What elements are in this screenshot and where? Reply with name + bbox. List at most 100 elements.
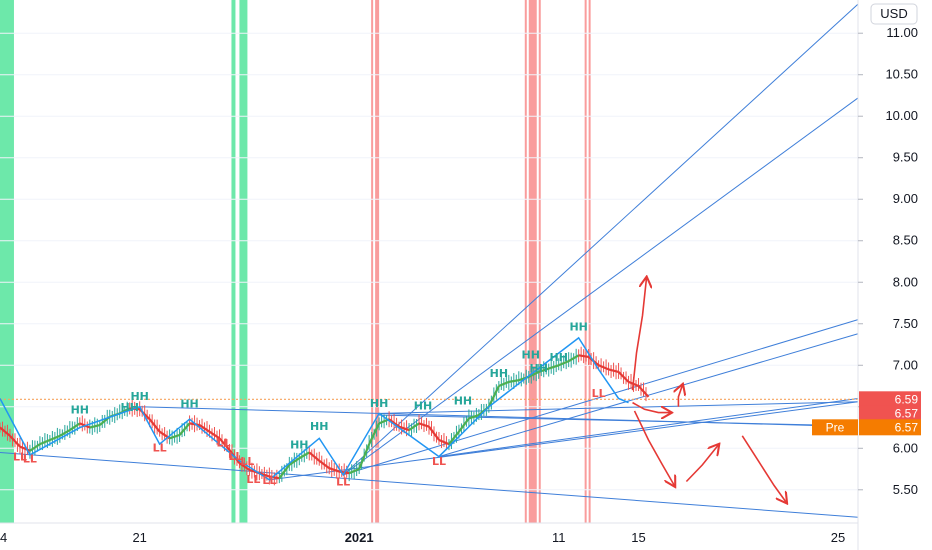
trend-line[interactable]	[379, 401, 859, 414]
swing-label: LL	[432, 455, 446, 468]
price-trend-segment	[578, 354, 589, 359]
price-tick-label: 7.00	[893, 357, 918, 372]
price-trend-segment	[468, 414, 480, 420]
swing-label: HH	[549, 351, 567, 364]
price-axis-panel[interactable]	[858, 0, 932, 550]
price-trend-segment	[49, 434, 61, 441]
price-trend-segment	[89, 423, 101, 429]
price-trend-segment	[528, 370, 540, 378]
trend-line[interactable]	[438, 397, 859, 458]
highlight-band	[371, 0, 374, 523]
highlight-band	[588, 0, 591, 523]
price-trend-segment	[218, 437, 231, 451]
price-trend-segment	[388, 418, 400, 428]
price-trend-segment	[288, 457, 300, 466]
price-badge	[859, 419, 921, 436]
price-trend-segment	[39, 438, 51, 446]
price-trend-segment	[148, 418, 161, 433]
trend-line[interactable]	[342, 97, 859, 476]
trend-line[interactable]	[438, 333, 859, 458]
swing-label: LL	[246, 473, 260, 486]
trend-line[interactable]	[269, 401, 859, 481]
swing-label: HH	[414, 399, 432, 412]
price-tick-label: 5.50	[893, 482, 918, 497]
forecast-arrow[interactable]	[685, 445, 718, 483]
price-trend-segment	[269, 475, 280, 480]
price-trend-segment	[348, 468, 360, 475]
price-trend-segment	[0, 426, 11, 437]
price-trend-segment	[169, 433, 180, 440]
time-axis[interactable]: 14 21 2021 11 15 25	[0, 530, 845, 545]
swing-label: LL	[153, 442, 167, 455]
price-trend-segment	[548, 364, 560, 370]
price-trend-segment	[448, 430, 460, 445]
price-tick-label: 7.50	[893, 316, 918, 331]
highlight-band	[375, 0, 380, 523]
swing-label: HH	[522, 349, 540, 362]
price-bars	[0, 346, 650, 486]
price-trend-segment	[308, 451, 320, 462]
time-tick-label: 14	[0, 530, 7, 545]
price-trend-segment	[59, 429, 71, 437]
price-badge	[859, 391, 921, 408]
price-trend-segment	[418, 422, 430, 428]
price-tick-label: 9.00	[893, 191, 918, 206]
price-trend-segment	[29, 443, 41, 452]
trend-line[interactable]	[379, 414, 859, 427]
zigzag-path	[0, 336, 629, 481]
forecast-arrow[interactable]	[631, 278, 647, 391]
swing-label: LL	[592, 387, 606, 400]
price-trend-segment	[408, 422, 420, 431]
pre-market-label: Pre	[826, 420, 845, 434]
currency-button-label: USD	[880, 6, 907, 21]
price-trend-segment	[278, 464, 291, 479]
price-trend-segment	[538, 367, 550, 373]
trend-line[interactable]	[342, 3, 859, 476]
price-trend-segment	[598, 364, 610, 371]
time-tick-label: 15	[631, 530, 645, 545]
price-tick-label: 9.50	[893, 150, 918, 165]
swing-label: LL	[262, 474, 276, 487]
highlight-band	[538, 0, 541, 523]
highlight-band	[528, 0, 537, 523]
price-badge-label: 6.59	[895, 392, 919, 406]
price-trend-segment	[508, 379, 519, 383]
forecast-arrow[interactable]	[632, 401, 671, 413]
price-tick-label: 10.50	[885, 67, 918, 82]
price-trend-segment	[438, 438, 450, 446]
price-trend-segment	[368, 422, 381, 445]
swing-label: HH	[180, 398, 198, 411]
trend-line[interactable]	[0, 451, 859, 518]
pre-market-badge	[812, 419, 858, 436]
swing-label: LL	[228, 450, 242, 463]
price-trend-segment	[298, 451, 310, 460]
price-trend-segment	[428, 426, 440, 441]
price-trend-segment	[238, 462, 251, 471]
swing-label: HH	[490, 367, 508, 380]
zigzag-line	[0, 336, 629, 481]
price-trend-segment	[328, 467, 340, 473]
price-tick-label: 8.00	[893, 274, 918, 289]
price-trend-segment	[69, 422, 81, 431]
swing-label: HH	[71, 403, 89, 416]
currency-button[interactable]: USD	[870, 3, 918, 25]
forecast-arrow[interactable]	[633, 410, 675, 486]
swing-label: HH	[120, 401, 138, 414]
swing-label: LL	[336, 476, 350, 489]
swing-label: HH	[310, 420, 328, 433]
price-trend-segment	[568, 354, 580, 363]
price-badge-label: 6.57	[895, 406, 919, 420]
price-trend-segment	[208, 430, 221, 440]
price-tick-label: 10.00	[885, 108, 918, 123]
forecast-arrow[interactable]	[741, 435, 786, 502]
swing-label: LL	[216, 437, 230, 450]
price-trend-segment	[458, 417, 470, 433]
price-trend-segment	[487, 385, 500, 408]
highlight-band	[524, 0, 527, 523]
forecast-arrows	[631, 278, 787, 502]
price-trend-segment	[178, 422, 191, 436]
price-trend-segment	[198, 424, 211, 433]
forecast-arrow[interactable]	[678, 385, 682, 407]
